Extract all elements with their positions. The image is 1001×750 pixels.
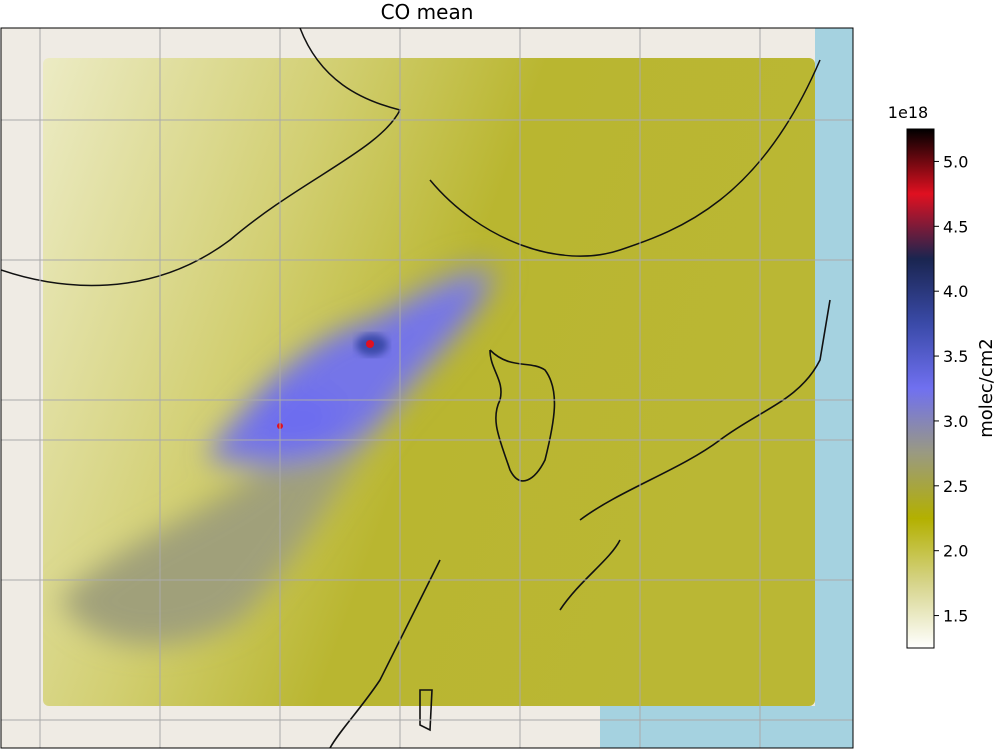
graticule: [1, 28, 853, 748]
tick-label: 2.0: [943, 542, 968, 561]
ocean: [600, 28, 853, 748]
co-field: [43, 58, 815, 706]
colorbar-label: molec/cm2: [976, 338, 997, 437]
map: [1, 28, 853, 748]
tick-label: 2.5: [943, 477, 968, 496]
country-border: [1, 28, 821, 287]
colorbar-offset: 1e18: [888, 103, 928, 122]
tick-label: 5.0: [943, 152, 968, 171]
tick-label: 1.5: [943, 607, 968, 626]
tick-label: 3.0: [943, 412, 968, 431]
tick-label: 4.5: [943, 217, 968, 236]
hotspot-peak: [366, 340, 374, 348]
plot-frame: [0, 27, 854, 749]
tick-label: 3.5: [943, 347, 968, 366]
chart-title: CO mean: [381, 0, 474, 24]
colorbar: 1.5 2.0 2.5 3.0 3.5 4.0 4.5 5.0: [906, 128, 968, 649]
tick-label: 4.0: [943, 282, 968, 301]
colorbar-scale: [906, 128, 935, 649]
